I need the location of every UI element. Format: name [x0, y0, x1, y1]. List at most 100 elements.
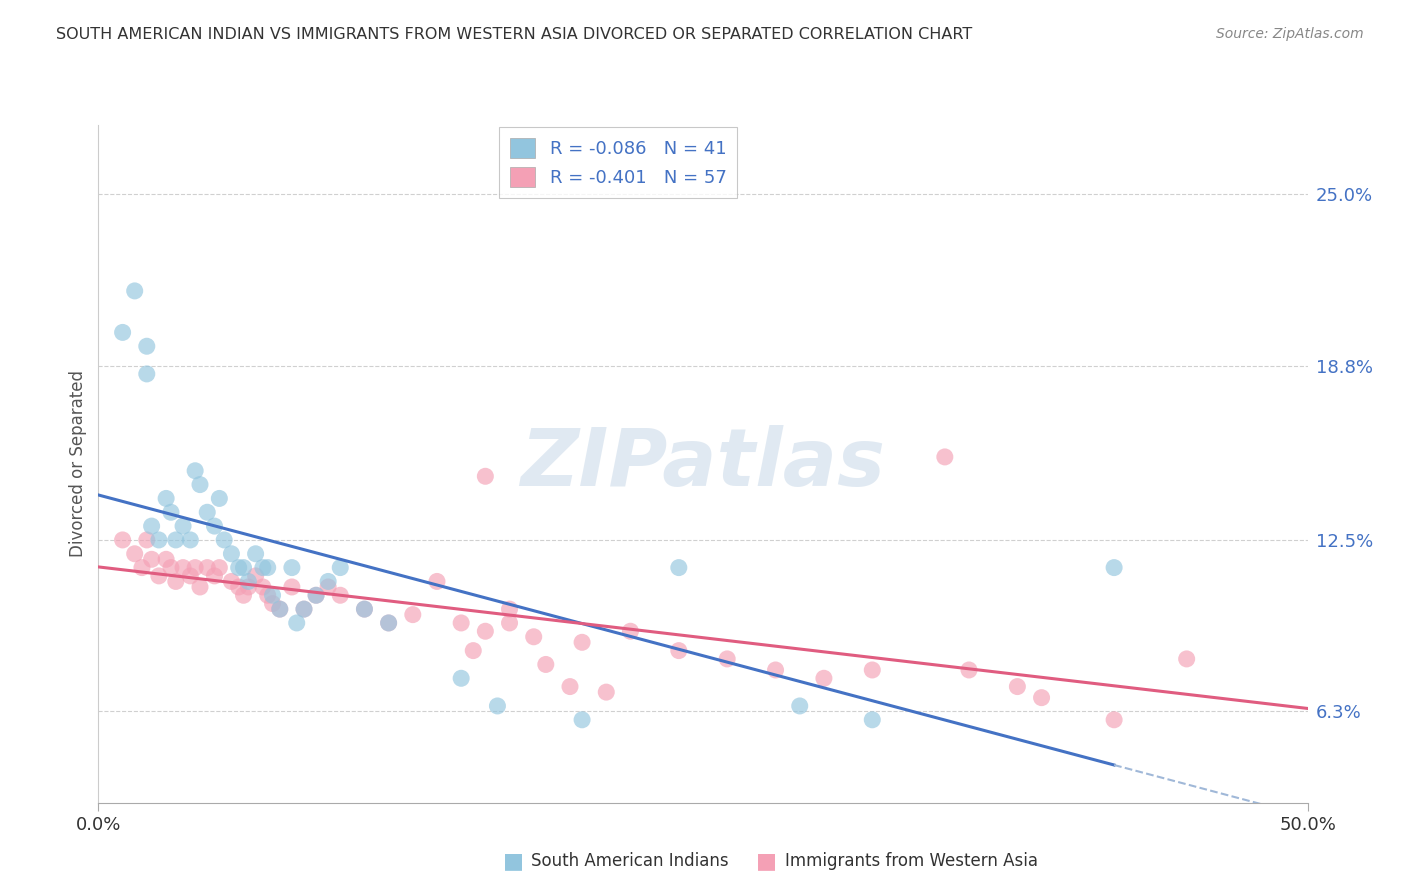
Point: [716, 652, 738, 666]
Point: [377, 615, 399, 630]
Point: [245, 547, 267, 561]
Point: [668, 643, 690, 657]
Text: ■: ■: [503, 851, 523, 871]
Point: [208, 560, 231, 574]
Point: [1102, 713, 1125, 727]
Point: [204, 519, 226, 533]
Point: [402, 607, 425, 622]
Point: [238, 574, 260, 589]
Point: [252, 560, 274, 574]
Point: [135, 339, 157, 353]
Point: [285, 615, 308, 630]
Point: [571, 713, 593, 727]
Point: [124, 547, 146, 561]
Point: [232, 560, 254, 574]
Point: [316, 580, 339, 594]
Point: [619, 624, 641, 639]
Point: [262, 588, 284, 602]
Point: [765, 663, 787, 677]
Text: ZIPatlas: ZIPatlas: [520, 425, 886, 503]
Point: [813, 671, 835, 685]
Point: [184, 464, 207, 478]
Text: SOUTH AMERICAN INDIAN VS IMMIGRANTS FROM WESTERN ASIA DIVORCED OR SEPARATED CORR: SOUTH AMERICAN INDIAN VS IMMIGRANTS FROM…: [56, 27, 973, 42]
Point: [1175, 652, 1198, 666]
Point: [148, 569, 170, 583]
Point: [111, 533, 134, 547]
Point: [1102, 560, 1125, 574]
Point: [269, 602, 291, 616]
Point: [141, 552, 163, 566]
Point: [204, 569, 226, 583]
Point: [474, 469, 496, 483]
Point: [558, 680, 581, 694]
Point: [160, 560, 183, 574]
Point: [463, 643, 485, 657]
Point: [232, 588, 254, 602]
Point: [426, 574, 449, 589]
Point: [221, 574, 243, 589]
Point: [245, 569, 267, 583]
Point: [111, 326, 134, 340]
Point: [571, 635, 593, 649]
Point: [131, 560, 153, 574]
Point: [789, 698, 811, 713]
Text: ■: ■: [756, 851, 776, 871]
Point: [141, 519, 163, 533]
Point: [595, 685, 617, 699]
Point: [1031, 690, 1053, 705]
Point: [934, 450, 956, 464]
Point: [228, 580, 250, 594]
Point: [450, 671, 472, 685]
Point: [498, 602, 520, 616]
Point: [195, 560, 218, 574]
Point: [165, 574, 187, 589]
Point: [228, 560, 250, 574]
Y-axis label: Divorced or Separated: Divorced or Separated: [69, 370, 87, 558]
Text: Source: ZipAtlas.com: Source: ZipAtlas.com: [1216, 27, 1364, 41]
Point: [353, 602, 375, 616]
Point: [292, 602, 315, 616]
Point: [155, 552, 177, 566]
Point: [262, 597, 284, 611]
Point: [292, 602, 315, 616]
Point: [474, 624, 496, 639]
Point: [124, 284, 146, 298]
Text: Immigrants from Western Asia: Immigrants from Western Asia: [785, 852, 1038, 870]
Point: [172, 519, 194, 533]
Point: [523, 630, 546, 644]
Point: [172, 560, 194, 574]
Text: South American Indians: South American Indians: [531, 852, 730, 870]
Point: [256, 560, 278, 574]
Point: [160, 505, 183, 519]
Point: [179, 569, 201, 583]
Point: [208, 491, 231, 506]
Point: [450, 615, 472, 630]
Point: [184, 560, 207, 574]
Point: [148, 533, 170, 547]
Point: [1007, 680, 1029, 694]
Point: [135, 367, 157, 381]
Point: [498, 615, 520, 630]
Point: [486, 698, 509, 713]
Point: [305, 588, 328, 602]
Point: [534, 657, 557, 672]
Point: [155, 491, 177, 506]
Point: [281, 560, 304, 574]
Point: [221, 547, 243, 561]
Point: [353, 602, 375, 616]
Point: [377, 615, 399, 630]
Point: [188, 477, 211, 491]
Legend: R = -0.086   N = 41, R = -0.401   N = 57: R = -0.086 N = 41, R = -0.401 N = 57: [499, 128, 738, 198]
Point: [316, 574, 339, 589]
Point: [860, 713, 883, 727]
Point: [281, 580, 304, 594]
Point: [165, 533, 187, 547]
Point: [135, 533, 157, 547]
Point: [252, 580, 274, 594]
Point: [329, 588, 352, 602]
Point: [188, 580, 211, 594]
Point: [329, 560, 352, 574]
Point: [212, 533, 235, 547]
Point: [256, 588, 278, 602]
Point: [305, 588, 328, 602]
